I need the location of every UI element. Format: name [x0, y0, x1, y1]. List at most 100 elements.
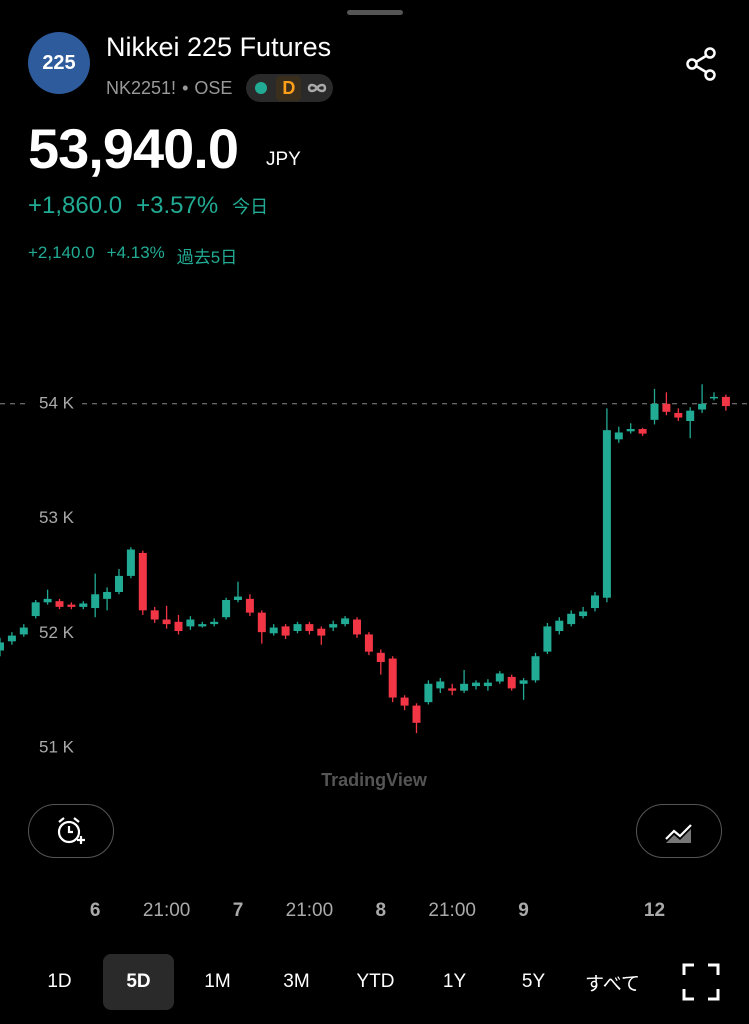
candle-body [245, 598, 254, 613]
candle-body [424, 683, 433, 703]
candle-body [198, 624, 207, 627]
range-button[interactable]: YTD [356, 971, 395, 992]
title: Nikkei 225 Futures [106, 32, 332, 62]
candle-body [614, 432, 623, 440]
drag-handle [347, 10, 403, 15]
candle-body [483, 682, 492, 687]
x-tick-label: 21:00 [286, 900, 334, 921]
x-tick-label: 7 [233, 900, 244, 921]
change5-row: +2,140.0 +4.13% 過去5日 [28, 243, 237, 268]
chart: TradingView 51 K 52 K 53 K 54 K 6 21:00 7 21:00… [0, 384, 749, 921]
candle-body [674, 412, 683, 418]
candle-body [138, 552, 147, 611]
candle-body [329, 624, 338, 628]
logo: 225 [28, 32, 90, 94]
currency: JPY [266, 149, 301, 170]
change5: +2,140.0 [28, 243, 95, 262]
candle-body [448, 688, 457, 691]
candle-body [91, 594, 100, 609]
candle-body [567, 613, 576, 625]
price: 53,940.0 [28, 117, 239, 180]
candle-body [472, 682, 480, 687]
candle-body [388, 658, 397, 698]
candle-body [555, 620, 564, 631]
candle-body [115, 575, 123, 592]
change-pct: +3.57% [136, 192, 219, 219]
candle-body [269, 627, 278, 634]
candle-body [376, 652, 385, 662]
candle-body [638, 429, 647, 434]
candle-body [710, 396, 718, 399]
candle-body [698, 403, 707, 410]
candle-body [19, 627, 28, 635]
candle-body [650, 403, 659, 420]
chart-button[interactable] [636, 804, 722, 858]
candle-body [293, 624, 302, 631]
candle-body [602, 430, 611, 598]
chart-icon [665, 824, 692, 843]
candle-body [531, 656, 540, 681]
candle-body [305, 624, 314, 631]
badges: D [246, 74, 334, 102]
candle-body [79, 603, 88, 607]
range-button[interactable]: 1M [204, 971, 231, 992]
candle-body [257, 612, 266, 633]
candle-body [436, 681, 445, 689]
range-button[interactable]: 1Y [442, 971, 467, 992]
y-tick-label: 54 K [39, 393, 75, 412]
candle-body [686, 410, 695, 421]
x-tick-label: 21:00 [428, 900, 476, 921]
alert-button[interactable] [28, 804, 114, 858]
candle-body [234, 596, 242, 601]
y-tick-label: 52 K [39, 623, 75, 642]
range-bar: 1D 5D 1M 3M YTD 1Y 5Y すべて [24, 954, 656, 1010]
range-button[interactable]: 1D [47, 971, 72, 992]
separator: • [182, 77, 189, 98]
candle-body [495, 673, 504, 682]
candle-body [222, 600, 231, 618]
candle-body [662, 403, 671, 412]
candle-body [460, 683, 469, 691]
live-dot [255, 82, 268, 94]
candle-body [626, 429, 635, 432]
y-tick-label: 51 K [39, 738, 75, 757]
change5-period: 過去5日 [176, 248, 238, 267]
alarm-icon [57, 817, 85, 844]
share-button[interactable] [684, 46, 720, 82]
candle-body [341, 618, 350, 625]
range-button[interactable]: すべて [585, 973, 640, 995]
candle-body [7, 635, 16, 642]
candle-body [507, 676, 516, 689]
change: +1,860.0 [28, 192, 123, 219]
change5-pct: +4.13% [106, 243, 165, 262]
candle-body [31, 602, 40, 617]
candle-body [591, 595, 599, 609]
candle-body [281, 626, 290, 636]
subtitle: NK2251! • OSE D [106, 74, 334, 102]
candle-body [0, 642, 4, 651]
candle-body [186, 619, 195, 627]
range-button[interactable]: 3M [283, 971, 310, 992]
candle-body [317, 628, 326, 636]
exchange: OSE [194, 77, 233, 98]
change-period: 今日 [232, 197, 269, 217]
candle-body [579, 611, 588, 617]
candle-body [543, 626, 552, 652]
y-tick-label: 53 K [39, 508, 75, 527]
candle-body [55, 601, 64, 607]
candle-body [400, 697, 409, 706]
fullscreen-button[interactable] [682, 963, 720, 1001]
change-row: +1,860.0 +3.57% 今日 [28, 192, 268, 220]
infinity-icon [308, 83, 327, 93]
x-tick-label: 9 [518, 900, 529, 921]
range-button[interactable]: 5Y [521, 971, 546, 992]
x-tick-label: 6 [90, 900, 101, 921]
range-button[interactable]: 5D [103, 954, 174, 1010]
candle-body [412, 705, 421, 723]
candle-body [519, 680, 528, 684]
symbol: NK2251! [106, 77, 177, 98]
candle-body [150, 610, 159, 620]
candle-body [67, 604, 76, 607]
candle-body [103, 591, 112, 599]
